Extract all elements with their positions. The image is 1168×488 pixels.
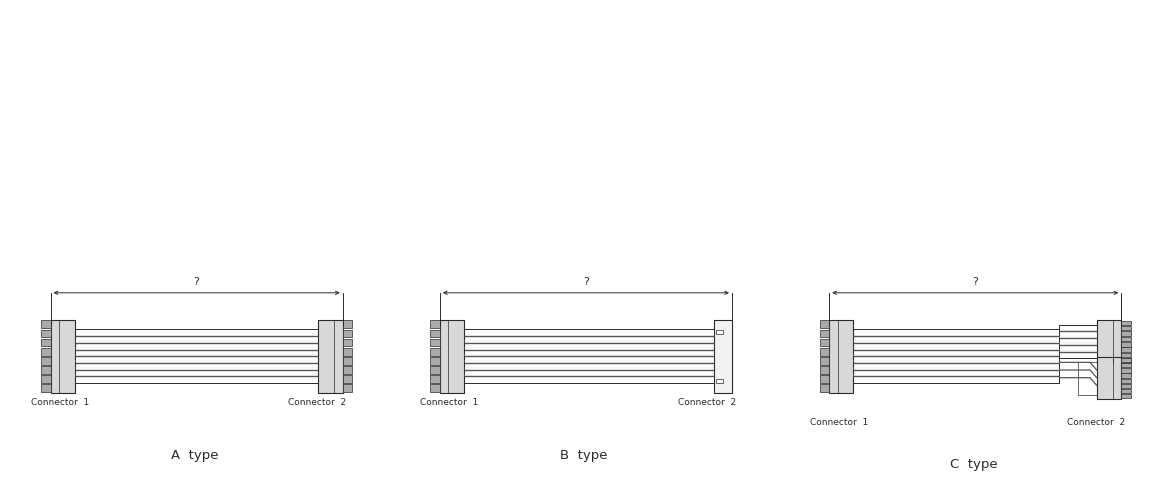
Bar: [1121, 379, 1131, 383]
Bar: [1121, 342, 1131, 346]
Text: ?: ?: [972, 277, 979, 286]
Text: Connector  2: Connector 2: [288, 398, 347, 407]
Text: ?: ?: [194, 277, 200, 286]
Text: Connector  2: Connector 2: [677, 398, 736, 407]
Bar: [1097, 358, 1121, 399]
Bar: [342, 329, 353, 337]
Bar: [1121, 347, 1131, 352]
Bar: [820, 375, 829, 383]
Bar: [715, 320, 732, 393]
Bar: [342, 375, 353, 383]
Bar: [41, 375, 50, 383]
Bar: [319, 320, 342, 393]
Bar: [430, 375, 440, 383]
Text: Connector  1: Connector 1: [809, 418, 868, 427]
Bar: [820, 329, 829, 337]
Bar: [1121, 358, 1131, 363]
Text: A  type: A type: [171, 449, 218, 462]
Bar: [430, 385, 440, 392]
Text: Connector  2: Connector 2: [1068, 418, 1125, 427]
Bar: [1121, 358, 1131, 362]
Bar: [430, 321, 440, 328]
Bar: [1121, 389, 1131, 393]
Bar: [41, 366, 50, 374]
Bar: [440, 320, 464, 393]
Bar: [820, 357, 829, 365]
Bar: [1121, 337, 1131, 341]
Bar: [342, 366, 353, 374]
Bar: [820, 366, 829, 374]
Bar: [430, 339, 440, 346]
Bar: [1121, 384, 1131, 388]
Bar: [41, 348, 50, 355]
Bar: [829, 320, 854, 393]
Bar: [820, 385, 829, 392]
Bar: [464, 329, 715, 383]
Bar: [716, 330, 723, 334]
Bar: [50, 320, 75, 393]
Bar: [1097, 320, 1121, 363]
Text: B  type: B type: [561, 449, 607, 462]
Bar: [1078, 362, 1097, 395]
Bar: [1121, 331, 1131, 336]
Bar: [342, 321, 353, 328]
Text: Connector  1: Connector 1: [32, 398, 90, 407]
Bar: [1121, 368, 1131, 373]
Bar: [716, 379, 723, 383]
Bar: [342, 348, 353, 355]
Bar: [820, 348, 829, 355]
Bar: [430, 366, 440, 374]
Text: C  type: C type: [950, 459, 997, 471]
Bar: [1121, 394, 1131, 399]
Bar: [430, 357, 440, 365]
Bar: [1121, 363, 1131, 367]
Bar: [430, 348, 440, 355]
Bar: [342, 385, 353, 392]
Text: ?: ?: [583, 277, 589, 286]
Bar: [41, 321, 50, 328]
Bar: [1059, 325, 1097, 359]
Bar: [854, 329, 1059, 383]
Bar: [430, 329, 440, 337]
Bar: [342, 357, 353, 365]
Bar: [820, 339, 829, 346]
Bar: [1121, 353, 1131, 357]
Text: Connector  1: Connector 1: [420, 398, 479, 407]
Bar: [41, 329, 50, 337]
Bar: [820, 321, 829, 328]
Bar: [1121, 326, 1131, 330]
Bar: [41, 357, 50, 365]
Bar: [1121, 373, 1131, 378]
Bar: [41, 385, 50, 392]
Bar: [1121, 321, 1131, 325]
Bar: [342, 339, 353, 346]
Bar: [41, 339, 50, 346]
Bar: [75, 329, 319, 383]
